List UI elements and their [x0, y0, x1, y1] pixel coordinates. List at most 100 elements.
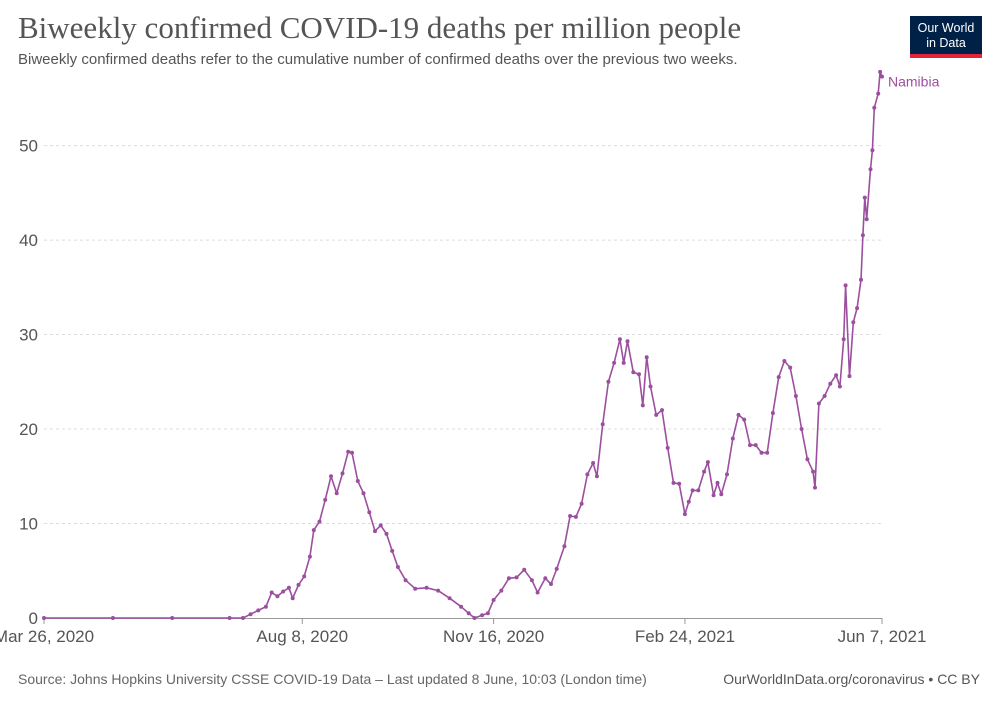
data-point	[660, 408, 664, 413]
data-point	[702, 469, 707, 474]
data-point	[447, 596, 452, 601]
x-tick-label: Jun 7, 2021	[838, 627, 927, 646]
data-point	[640, 403, 645, 408]
data-point	[256, 608, 261, 613]
data-point	[753, 443, 758, 448]
data-point	[793, 394, 798, 398]
data-point	[859, 277, 863, 282]
data-point	[579, 501, 584, 506]
data-point	[307, 554, 312, 559]
data-point	[585, 472, 590, 477]
data-point	[355, 479, 360, 483]
data-point	[378, 523, 383, 528]
data-point	[436, 588, 441, 593]
logo-line-1: Our World	[917, 21, 975, 35]
data-point	[390, 548, 395, 553]
data-point	[506, 576, 511, 581]
x-tick-label: Feb 24, 2021	[635, 627, 735, 646]
data-point	[648, 384, 653, 389]
data-point	[110, 616, 115, 620]
data-point	[862, 195, 867, 200]
data-point	[170, 616, 175, 620]
data-point	[725, 472, 729, 477]
data-point	[788, 365, 793, 370]
data-point	[499, 588, 504, 593]
x-tick-label: Mar 26, 2020	[0, 627, 94, 646]
data-point	[776, 375, 781, 380]
data-point	[748, 443, 752, 448]
x-tick-label: Aug 8, 2020	[256, 627, 348, 646]
data-point	[637, 372, 641, 377]
data-point	[491, 598, 496, 602]
data-point	[472, 616, 477, 620]
data-point	[424, 585, 429, 590]
chart-subtitle: Biweekly confirmed deaths refer to the c…	[18, 51, 738, 68]
data-point	[736, 412, 741, 417]
data-point	[286, 585, 291, 590]
data-point	[759, 450, 764, 455]
data-point	[395, 565, 400, 569]
data-point	[864, 217, 869, 222]
data-point	[799, 427, 804, 431]
data-point	[612, 360, 617, 365]
data-point	[654, 412, 659, 417]
data-point	[665, 445, 670, 450]
data-point	[568, 514, 573, 518]
data-point	[696, 488, 701, 493]
owid-logo[interactable]: Our World in Data	[910, 16, 982, 58]
data-point	[549, 582, 553, 586]
data-point	[241, 616, 245, 620]
data-point	[529, 578, 534, 583]
y-tick-label: 50	[19, 137, 38, 156]
data-point	[413, 586, 418, 591]
data-point	[466, 611, 471, 616]
x-tick-label: Nov 16, 2020	[443, 627, 544, 646]
data-point	[719, 492, 724, 497]
data-point	[323, 497, 328, 502]
data-point	[816, 401, 821, 406]
y-tick-label: 40	[19, 231, 38, 250]
data-point	[329, 474, 333, 479]
data-point	[805, 457, 810, 462]
data-point	[876, 91, 881, 96]
data-point	[868, 167, 873, 172]
data-point	[600, 422, 605, 427]
data-point	[765, 450, 770, 455]
data-point	[480, 613, 485, 618]
data-point	[302, 574, 307, 579]
series-label: Namibia	[888, 74, 940, 90]
y-tick-label: 0	[29, 609, 38, 628]
data-point	[296, 582, 301, 587]
data-point	[514, 575, 519, 580]
data-point	[841, 337, 846, 342]
data-point	[860, 233, 865, 238]
y-tick-label: 10	[19, 515, 38, 534]
data-point	[730, 436, 735, 441]
data-point	[711, 493, 716, 498]
data-point	[621, 360, 626, 365]
y-tick-label: 30	[19, 326, 38, 345]
data-point	[686, 499, 691, 504]
data-point	[682, 512, 687, 517]
data-point	[677, 481, 682, 486]
data-point	[562, 544, 567, 549]
data-point	[625, 339, 630, 344]
data-point	[631, 370, 636, 375]
data-point	[606, 379, 611, 384]
credit-link[interactable]: OurWorldInData.org/coronavirus • CC BY	[723, 671, 980, 687]
data-point	[522, 567, 527, 572]
data-point	[227, 616, 232, 620]
data-point	[617, 337, 622, 342]
data-point	[340, 471, 345, 476]
logo-line-2: in Data	[926, 36, 966, 50]
data-point	[248, 612, 253, 617]
data-point	[361, 491, 366, 496]
data-point	[847, 374, 852, 379]
data-point	[281, 589, 286, 594]
data-point	[275, 594, 280, 599]
data-point	[843, 283, 848, 288]
chart-title: Biweekly confirmed COVID-19 deaths per m…	[18, 10, 742, 45]
data-point	[705, 460, 710, 465]
data-point	[671, 480, 676, 485]
data-point	[834, 373, 839, 378]
